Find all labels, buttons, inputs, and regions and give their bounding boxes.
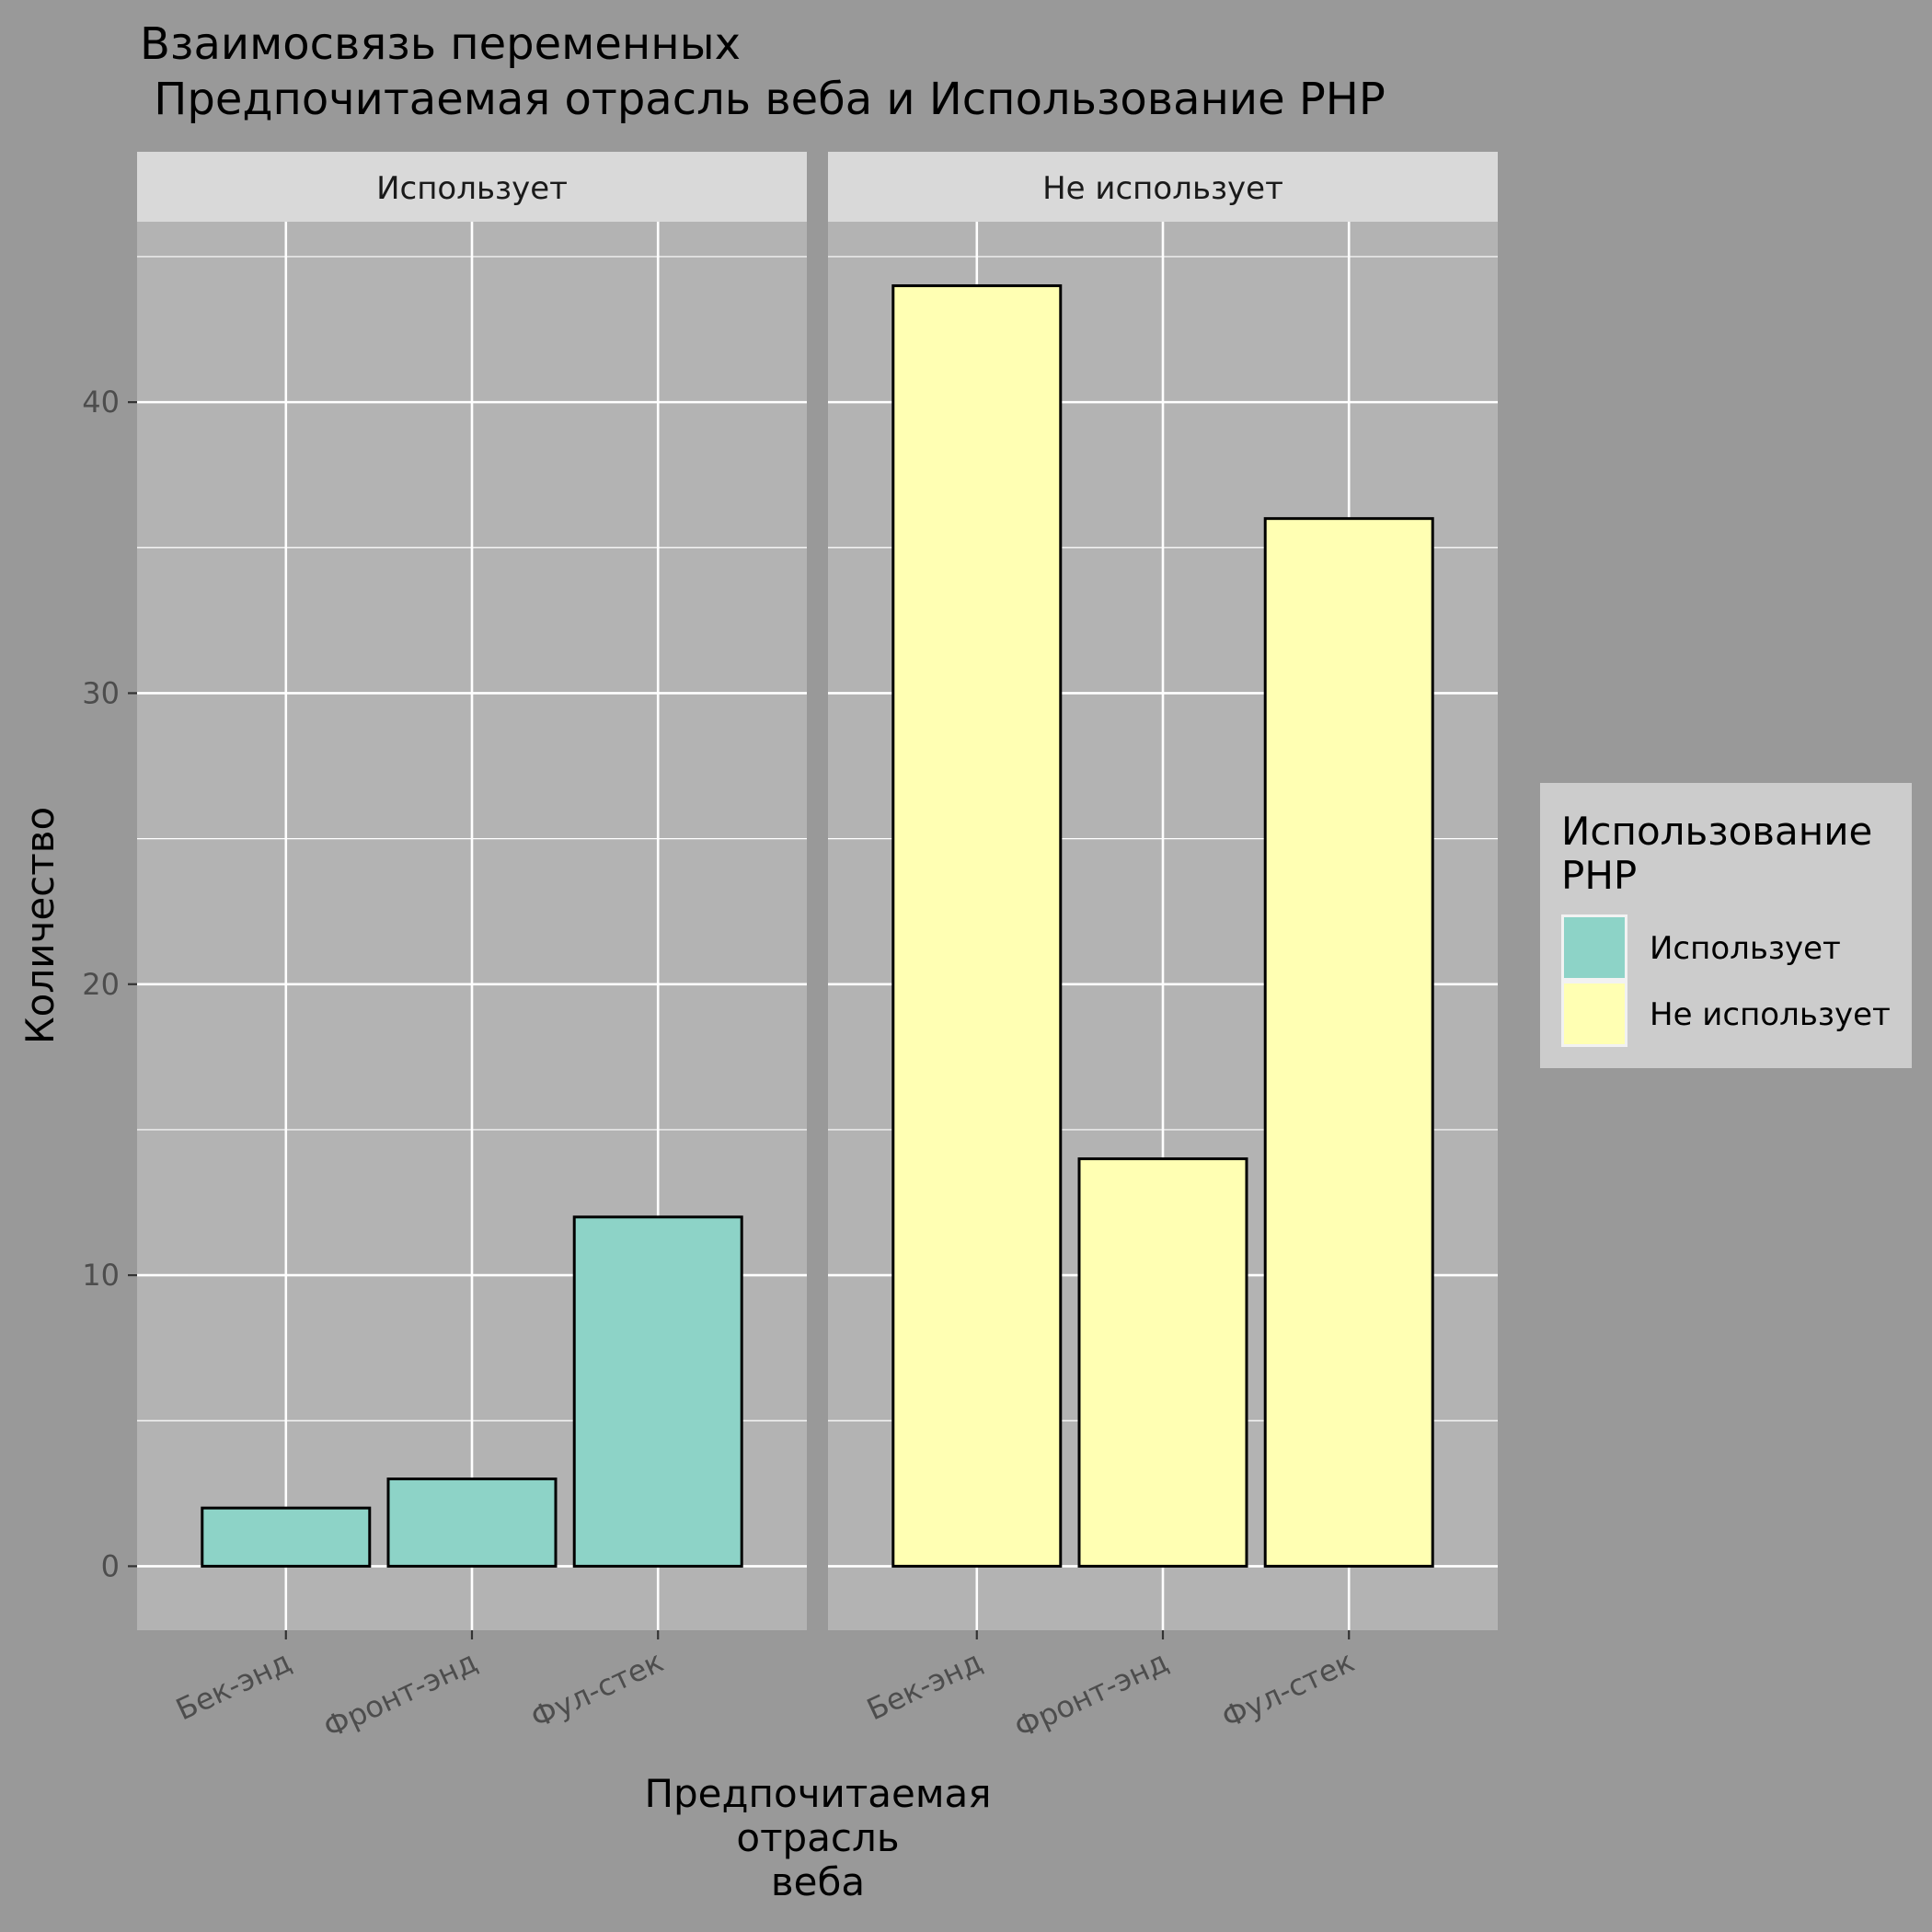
x-axis-title-line: Предпочитаемая bbox=[644, 1771, 991, 1816]
y-axis-title: Количество bbox=[17, 807, 63, 1044]
x-tick-label: Фронт-энд bbox=[1009, 1644, 1173, 1745]
legend-title-line: PHP bbox=[1561, 853, 1637, 898]
x-tick-label: Бек-энд bbox=[861, 1644, 987, 1728]
bar[interactable] bbox=[201, 1506, 372, 1568]
legend-title-line: Использование bbox=[1561, 809, 1872, 854]
facet-strip-label: Не использует bbox=[1042, 170, 1283, 207]
bar[interactable] bbox=[1263, 517, 1434, 1568]
legend-key-swatch[interactable] bbox=[1564, 983, 1625, 1044]
x-tick-label: Фул-стек bbox=[1216, 1644, 1359, 1735]
chart-title-line-2: Предпочитаемая отрасль веба и Использова… bbox=[140, 74, 1386, 125]
legend-item-label: Использует bbox=[1650, 930, 1841, 967]
legend-item-label: Не использует bbox=[1650, 996, 1891, 1033]
legend-key-swatch[interactable] bbox=[1564, 917, 1625, 978]
x-tick-label: Фул-стек bbox=[525, 1644, 668, 1735]
x-axis-title-line: веба bbox=[771, 1859, 865, 1904]
chart-title-line-1: Взаимосвязь переменных bbox=[140, 18, 741, 70]
x-axis-title-line: отрасль bbox=[736, 1815, 899, 1860]
facet-strip-label: Использует bbox=[376, 170, 568, 207]
y-tick-label: 30 bbox=[82, 675, 120, 710]
y-tick-label: 0 bbox=[101, 1548, 120, 1583]
y-tick-label: 10 bbox=[82, 1258, 120, 1293]
facet-strip bbox=[828, 152, 1498, 222]
y-tick-label: 40 bbox=[82, 385, 120, 420]
y-tick-label: 20 bbox=[82, 967, 120, 1002]
bar[interactable] bbox=[1077, 1157, 1248, 1568]
bar[interactable] bbox=[891, 284, 1063, 1568]
bar[interactable] bbox=[572, 1215, 743, 1568]
x-tick-label: Фронт-энд bbox=[318, 1644, 482, 1745]
x-tick-label: Бек-энд bbox=[170, 1644, 296, 1728]
bar[interactable] bbox=[386, 1478, 558, 1568]
facet-strip bbox=[137, 152, 807, 222]
